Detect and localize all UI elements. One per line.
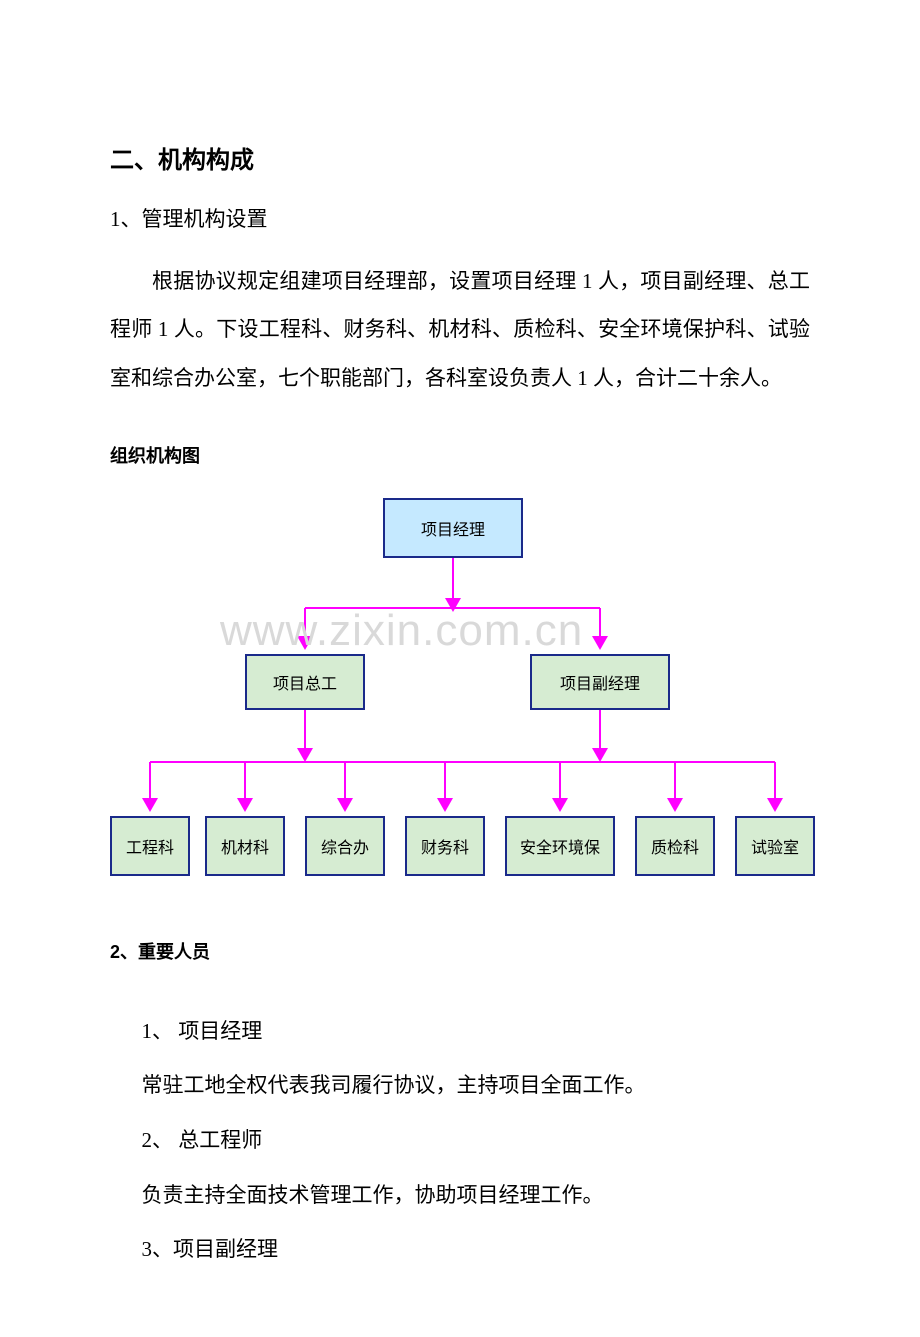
org-node-d2: 综合办 bbox=[305, 816, 385, 876]
org-chart-label: 组织机构图 bbox=[110, 442, 810, 468]
section-heading: 二、机构构成 bbox=[110, 140, 810, 175]
org-node-d5: 质检科 bbox=[635, 816, 715, 876]
personnel-2-title: 2、 总工程师 bbox=[110, 1113, 810, 1168]
personnel-3-title: 3、项目副经理 bbox=[110, 1222, 810, 1277]
subsection-1-title: 1、管理机构设置 bbox=[110, 203, 810, 233]
subsection-2-title: 2、重要人员 bbox=[110, 938, 810, 964]
org-chart: www.zixin.com.cn项目经理项目总工项目副经理工程科机材科综合办财务… bbox=[110, 498, 820, 898]
org-node-d3: 财务科 bbox=[405, 816, 485, 876]
personnel-1-title: 1、 项目经理 bbox=[110, 1004, 810, 1059]
subsection-1-body: 根据协议规定组建项目经理部，设置项目经理 1 人，项目副经理、总工程师 1 人。… bbox=[110, 257, 810, 402]
org-node-d0: 工程科 bbox=[110, 816, 190, 876]
org-node-root: 项目经理 bbox=[383, 498, 523, 558]
personnel-2-desc: 负责主持全面技术管理工作，协助项目经理工作。 bbox=[110, 1168, 810, 1223]
org-node-d4: 安全环境保 bbox=[505, 816, 615, 876]
personnel-1-desc: 常驻工地全权代表我司履行协议，主持项目全面工作。 bbox=[110, 1058, 810, 1113]
org-node-m1: 项目总工 bbox=[245, 654, 365, 710]
org-node-m2: 项目副经理 bbox=[530, 654, 670, 710]
org-node-d6: 试验室 bbox=[735, 816, 815, 876]
org-node-d1: 机材科 bbox=[205, 816, 285, 876]
personnel-list: 1、 项目经理 常驻工地全权代表我司履行协议，主持项目全面工作。 2、 总工程师… bbox=[110, 1004, 810, 1277]
